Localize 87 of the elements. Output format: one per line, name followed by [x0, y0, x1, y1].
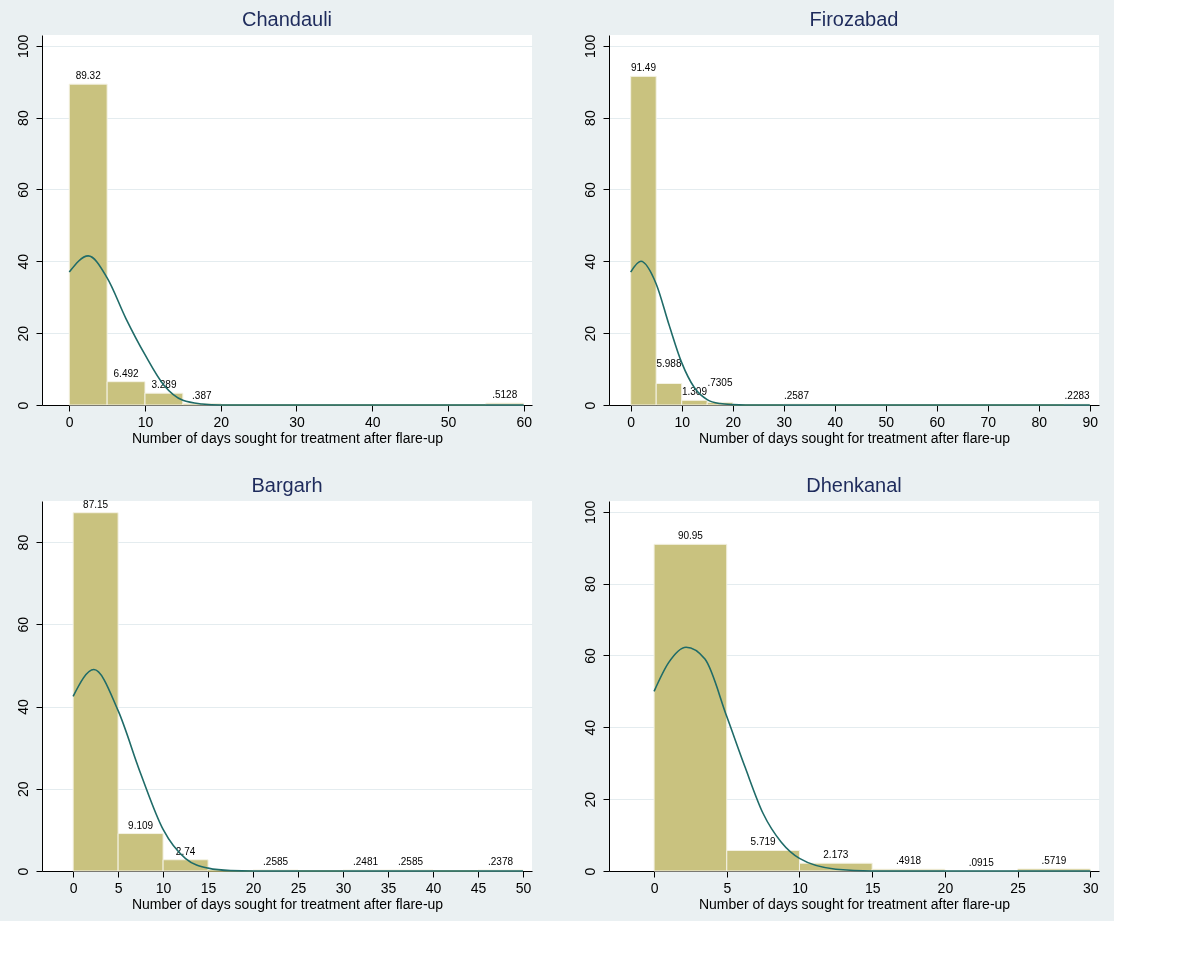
x-tick-label: 50 [878, 413, 895, 430]
x-axis-title: Number of days sought for treatment after flare-up [131, 429, 444, 446]
data-label: .5128 [492, 389, 518, 401]
y-tick-label: 0 [14, 867, 31, 876]
y-tick-label: 20 [581, 325, 598, 342]
y-tick-label: 100 [14, 34, 31, 58]
x-tick-label: 25 [290, 879, 307, 896]
y-tick-label: 60 [581, 181, 598, 198]
x-tick-label: 40 [364, 413, 381, 430]
data-label: .2587 [783, 390, 810, 402]
x-tick-label: 30 [776, 413, 793, 430]
data-label: .2378 [487, 856, 514, 868]
data-label: .7305 [707, 377, 733, 389]
data-label: 2.173 [823, 849, 849, 861]
chart-title: Firozabad [809, 8, 899, 31]
x-axis-title: Number of days sought for treatment after flare-up [131, 895, 444, 912]
y-tick-label: 40 [14, 253, 31, 270]
x-tick-label: 15 [200, 879, 217, 896]
x-tick-label: 10 [137, 413, 154, 430]
data-label: 5.719 [750, 836, 777, 848]
x-tick-label: 40 [425, 879, 442, 896]
y-tick-label: 80 [581, 110, 598, 126]
data-label: .5719 [1041, 854, 1067, 866]
y-tick-label: 20 [581, 791, 598, 808]
x-tick-label: 20 [213, 413, 230, 430]
chart-title: Dhenkanal [806, 474, 902, 497]
x-axis-title: Number of days sought for treatment after flare-up [698, 429, 1011, 446]
x-tick-label: 30 [1082, 879, 1099, 896]
x-tick-label: 40 [827, 413, 844, 430]
chart-title: Chandauli [241, 8, 333, 31]
data-label: .2585 [263, 855, 289, 867]
y-tick-label: 80 [14, 534, 31, 551]
x-tick-label: 0 [65, 413, 74, 430]
data-label: 9.109 [128, 819, 154, 831]
data-label: .387 [192, 389, 212, 401]
x-tick-label: 0 [69, 879, 78, 896]
x-tick-label: 50 [515, 879, 532, 896]
data-label: 87.15 [83, 498, 109, 510]
y-tick-label: 40 [581, 719, 598, 736]
x-tick-label: 35 [380, 879, 397, 896]
x-tick-label: 20 [245, 879, 262, 896]
data-label: .2585 [398, 855, 424, 867]
x-tick-label: 10 [792, 879, 808, 896]
data-label: 5.988 [656, 358, 682, 370]
data-label: .2481 [353, 855, 379, 867]
data-label: 6.492 [113, 367, 140, 379]
x-tick-label: 90 [1082, 413, 1099, 430]
chart-title: Bargarh [251, 473, 323, 496]
y-tick-label: 60 [14, 616, 31, 633]
x-tick-label: 0 [627, 413, 636, 430]
y-tick-label: 80 [581, 576, 598, 592]
y-tick-label: 0 [581, 867, 598, 876]
x-tick-label: 50 [440, 413, 457, 430]
x-tick-label: 45 [470, 879, 487, 896]
x-tick-label: 5 [114, 879, 123, 896]
x-tick-label: 10 [155, 879, 172, 896]
data-label: .0915 [968, 856, 995, 868]
y-tick-label: 100 [581, 34, 598, 58]
x-tick-label: 70 [980, 413, 997, 430]
y-tick-label: 40 [14, 699, 31, 715]
x-tick-label: 80 [1031, 413, 1048, 430]
y-tick-label: 0 [581, 401, 598, 410]
y-tick-label: 20 [14, 325, 31, 342]
data-label: 91.49 [630, 62, 657, 74]
y-tick-label: 0 [14, 401, 31, 410]
x-tick-label: 25 [1010, 879, 1027, 896]
x-tick-label: 30 [335, 879, 352, 896]
x-tick-label: 30 [289, 413, 305, 430]
y-tick-label: 20 [14, 781, 31, 798]
data-label: 89.32 [75, 70, 102, 82]
x-tick-label: 20 [725, 413, 742, 430]
x-tick-label: 5 [723, 879, 732, 896]
x-tick-label: 0 [650, 879, 659, 896]
data-label: 90.95 [677, 530, 704, 542]
data-label: .4918 [896, 855, 922, 867]
y-tick-label: 80 [14, 110, 31, 126]
y-tick-label: 40 [581, 253, 598, 270]
y-tick-label: 60 [581, 647, 598, 664]
x-tick-label: 10 [674, 413, 691, 430]
y-tick-label: 60 [14, 181, 31, 198]
x-axis-title: Number of days sought for treatment after flare-up [698, 895, 1011, 912]
y-tick-label: 100 [581, 500, 598, 524]
x-tick-label: 15 [864, 879, 881, 896]
data-label: .2283 [1064, 390, 1091, 402]
x-tick-label: 20 [937, 879, 954, 896]
x-tick-label: 60 [516, 413, 533, 430]
x-tick-label: 60 [929, 413, 946, 430]
